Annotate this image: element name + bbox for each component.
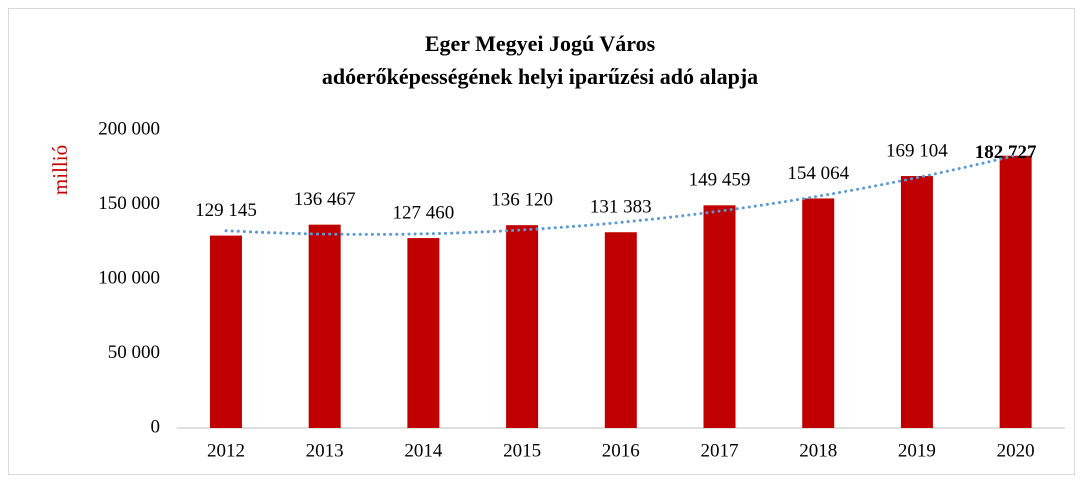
data-label: 136 120 <box>491 190 553 211</box>
bar <box>308 224 341 428</box>
bar <box>209 235 242 428</box>
x-tick-label: 2016 <box>602 440 640 461</box>
data-label: 136 467 <box>294 189 356 210</box>
bar <box>802 198 835 428</box>
y-tick-label: 0 <box>151 416 161 437</box>
y-tick-label: 150 000 <box>98 193 160 214</box>
chart-subtitle: adóerőképességének helyi iparűzési adó a… <box>322 64 758 89</box>
x-tick-label: 2017 <box>701 440 739 461</box>
data-label: 154 064 <box>787 163 849 184</box>
x-tick-label: 2015 <box>503 440 541 461</box>
bar <box>703 205 736 428</box>
x-tick-label: 2020 <box>997 440 1035 461</box>
y-tick-label: 200 000 <box>98 118 160 139</box>
y-axis-label: millió <box>48 145 72 195</box>
data-label: 127 460 <box>393 202 455 223</box>
bar <box>900 176 933 428</box>
bar <box>506 225 539 428</box>
data-label: 131 383 <box>590 197 652 218</box>
y-tick-label: 50 000 <box>108 342 160 363</box>
x-tick-label: 2014 <box>404 440 443 461</box>
x-tick-label: 2018 <box>799 440 837 461</box>
chart-title: Eger Megyei Jogú Város <box>425 31 656 56</box>
bar <box>999 155 1032 429</box>
data-label: 129 145 <box>195 200 257 221</box>
x-tick-label: 2019 <box>898 440 936 461</box>
data-label: 149 459 <box>689 170 751 191</box>
bar <box>604 232 637 428</box>
data-label: 182 727 <box>975 142 1037 163</box>
trendline <box>224 153 1018 236</box>
x-tick-label: 2012 <box>207 440 245 461</box>
bar <box>407 238 440 428</box>
data-label: 169 104 <box>886 140 948 161</box>
chart-frame <box>8 8 1075 475</box>
x-tick-label: 2013 <box>306 440 344 461</box>
y-tick-label: 100 000 <box>98 267 160 288</box>
